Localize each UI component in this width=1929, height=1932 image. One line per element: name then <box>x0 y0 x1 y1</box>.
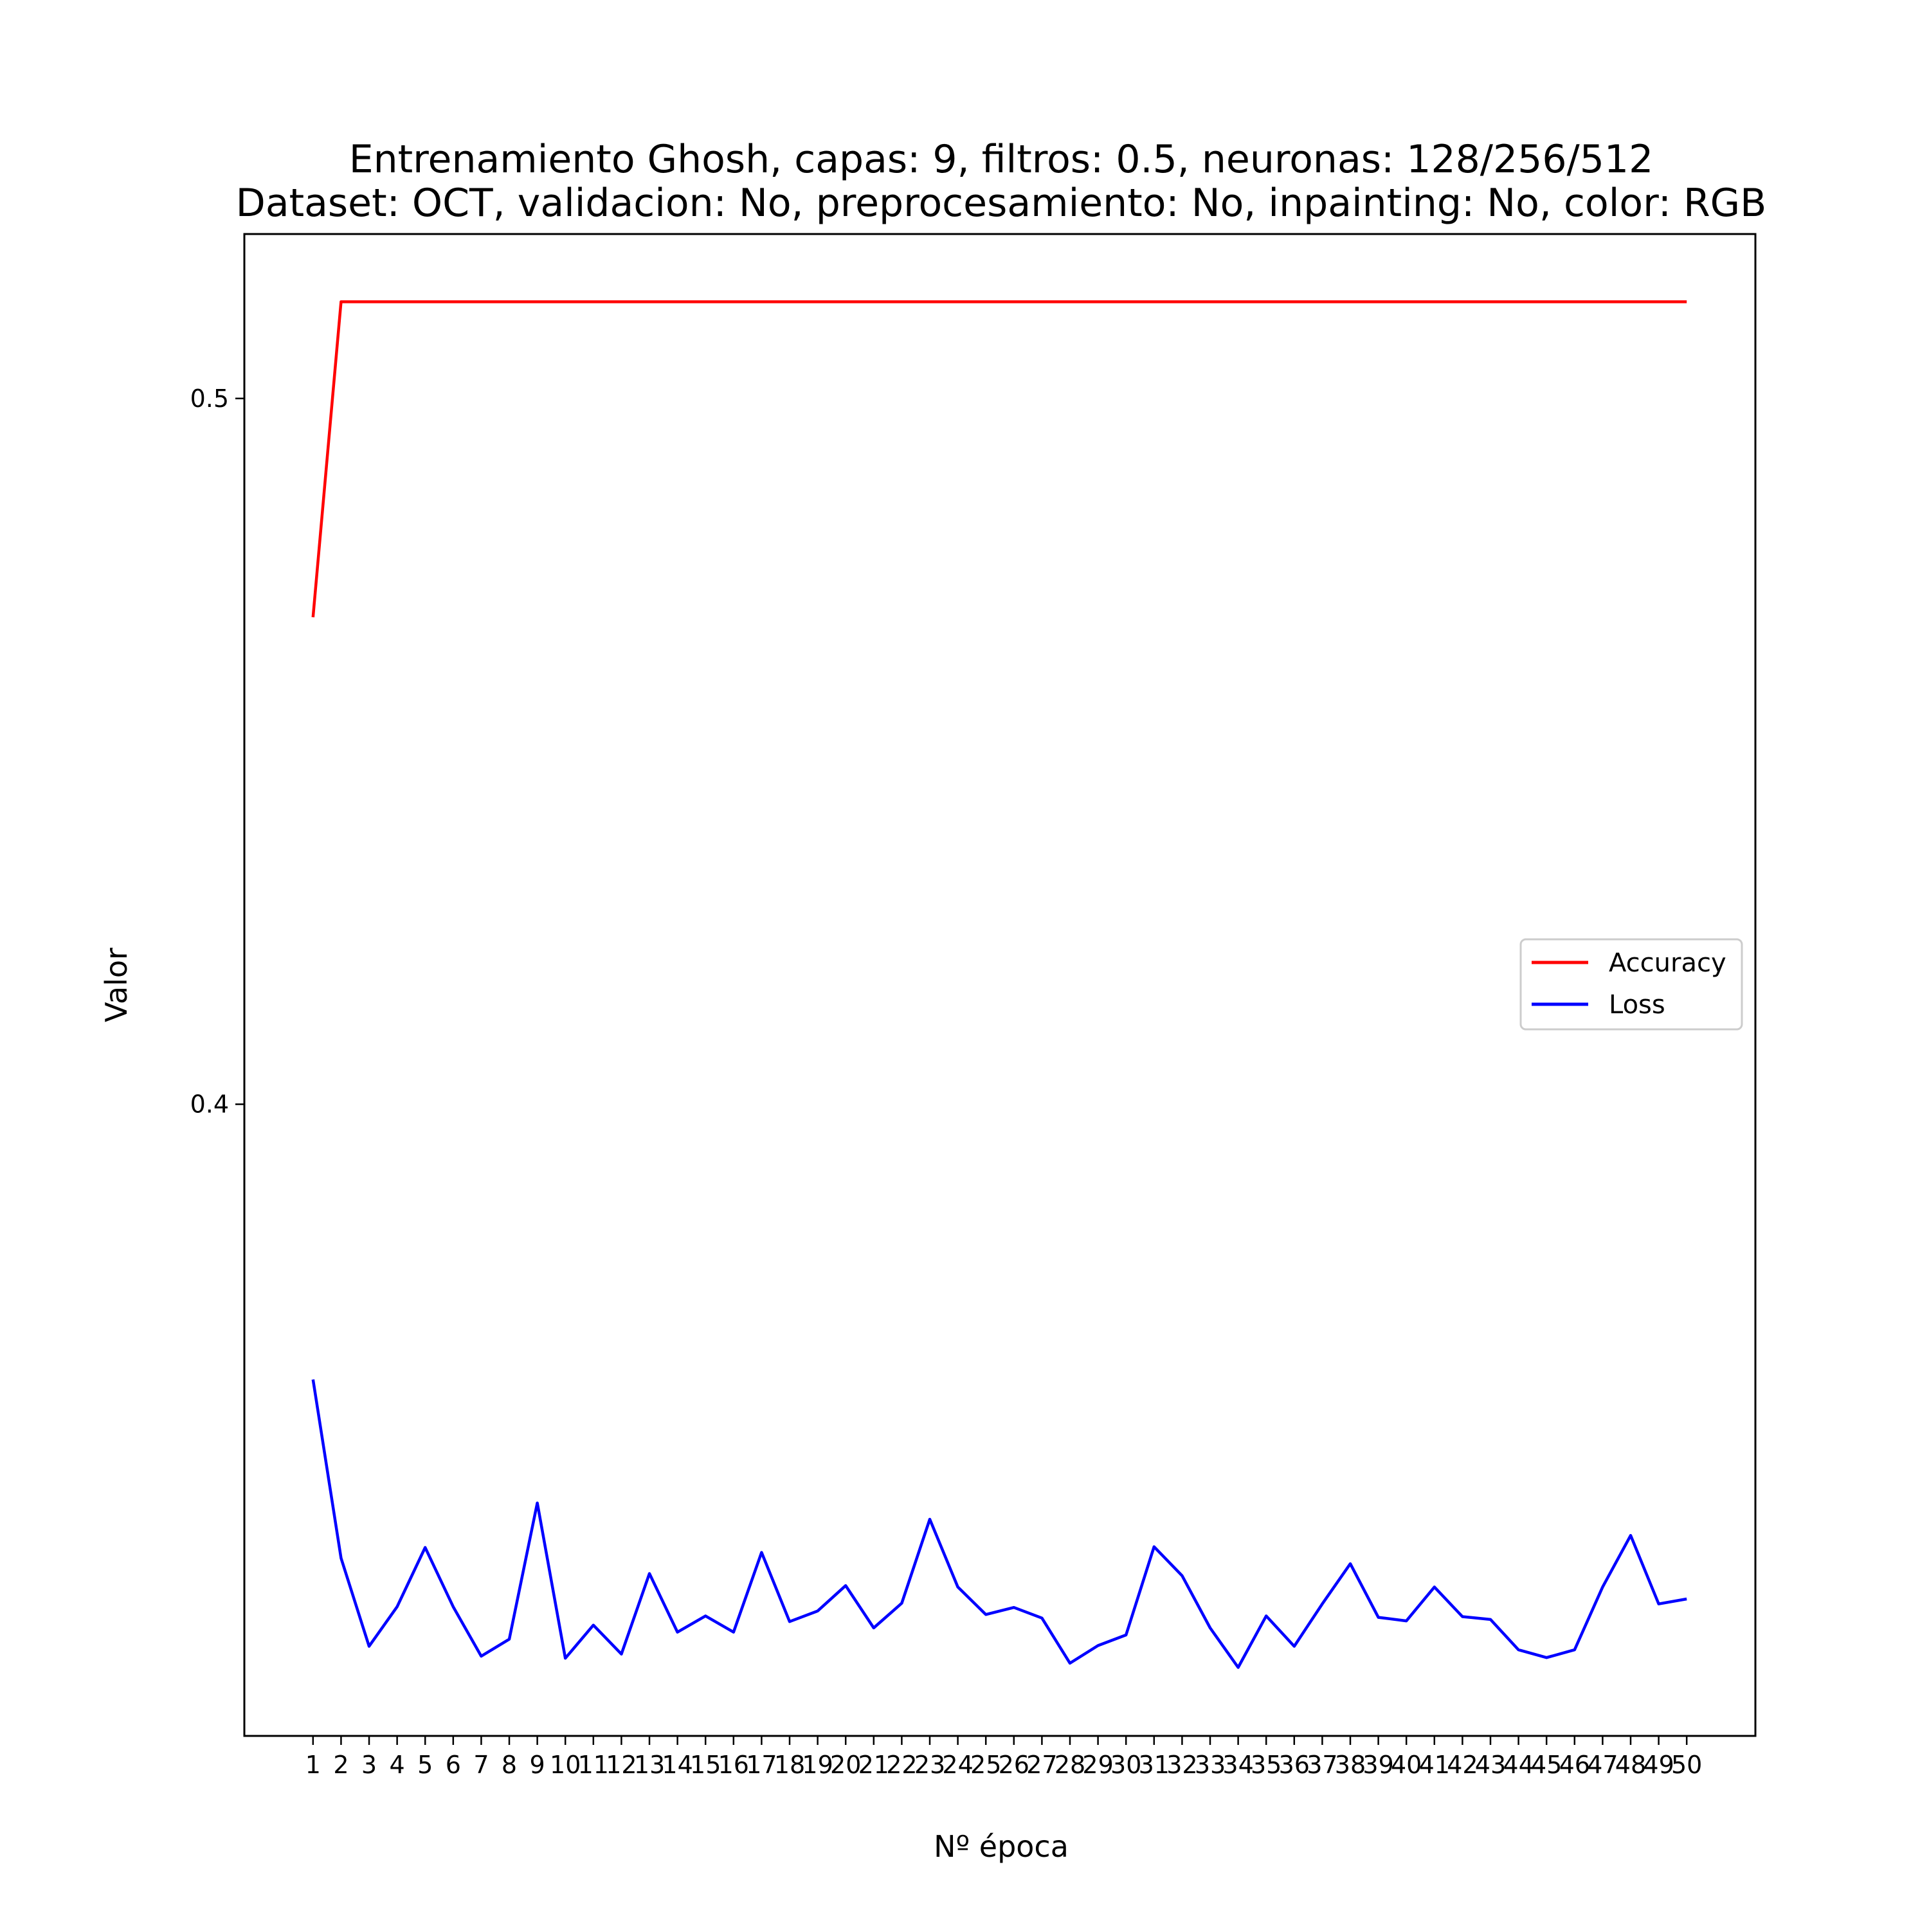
x-tick-label: 41 <box>1419 1751 1450 1779</box>
x-tick-label: 43 <box>1475 1751 1506 1779</box>
x-tick-label: 19 <box>802 1751 833 1779</box>
x-tick-label: 33 <box>1195 1751 1226 1779</box>
x-axis-label: Nº época <box>934 1829 1069 1864</box>
x-tick-label: 15 <box>690 1751 721 1779</box>
x-tick-label: 22 <box>886 1751 917 1779</box>
x-tick-label: 28 <box>1055 1751 1085 1779</box>
x-tick-label: 8 <box>502 1751 517 1779</box>
x-tick-label: 44 <box>1503 1751 1534 1779</box>
x-tick-label: 31 <box>1139 1751 1170 1779</box>
x-tick-label: 37 <box>1307 1751 1337 1779</box>
x-tick-label: 46 <box>1559 1751 1590 1779</box>
x-tick-label: 6 <box>446 1751 461 1779</box>
x-tick-label: 10 <box>550 1751 581 1779</box>
x-tick-label: 25 <box>970 1751 1001 1779</box>
x-tick-label: 45 <box>1531 1751 1562 1779</box>
x-tick-label: 39 <box>1363 1751 1393 1779</box>
x-tick-label: 7 <box>473 1751 489 1779</box>
x-tick-label: 1 <box>305 1751 321 1779</box>
x-tick-label: 13 <box>634 1751 665 1779</box>
x-tick-label: 21 <box>858 1751 889 1779</box>
x-tick-label: 49 <box>1643 1751 1674 1779</box>
series-line-loss <box>311 1379 1687 1669</box>
chart-title: Entrenamiento Ghosh, capas: 9, filtros: … <box>349 137 1654 182</box>
x-tick-label: 26 <box>999 1751 1029 1779</box>
legend: Accuracy Loss <box>1519 938 1743 1031</box>
x-tick-label: 20 <box>830 1751 861 1779</box>
y-axis-ticks: 0.4 0.5 <box>190 384 244 1119</box>
x-tick-label: 34 <box>1222 1751 1253 1779</box>
x-tick-label: 9 <box>530 1751 545 1779</box>
x-tick-label: 50 <box>1671 1751 1702 1779</box>
x-tick-label: 42 <box>1447 1751 1478 1779</box>
x-tick-label: 5 <box>417 1751 433 1779</box>
plot-area <box>311 300 1687 1669</box>
x-tick-label: 2 <box>333 1751 349 1779</box>
x-tick-label: 36 <box>1279 1751 1310 1779</box>
x-tick-label: 47 <box>1587 1751 1618 1779</box>
x-tick-label: 27 <box>1026 1751 1057 1779</box>
x-axis-ticks: 1 2 3 4 5 6 7 8 9 1011121314151617181920212223242… <box>305 1736 1702 1779</box>
chart-subtitle: Dataset: OCT, validacion: No, preprocesa… <box>236 181 1767 226</box>
x-tick-label: 18 <box>774 1751 805 1779</box>
x-tick-label: 16 <box>718 1751 749 1779</box>
x-tick-label: 24 <box>942 1751 973 1779</box>
plot-frame <box>243 233 1757 1737</box>
x-tick-label: 3 <box>361 1751 377 1779</box>
y-tick-label: 0.5 <box>190 384 229 413</box>
series-line-accuracy <box>311 300 1687 618</box>
x-tick-label: 14 <box>662 1751 693 1779</box>
x-tick-label: 40 <box>1391 1751 1422 1779</box>
x-tick-label: 35 <box>1251 1751 1281 1779</box>
legend-label-loss: Loss <box>1609 990 1665 1020</box>
x-tick-label: 38 <box>1335 1751 1366 1779</box>
x-tick-label: 48 <box>1615 1751 1646 1779</box>
x-tick-label: 29 <box>1082 1751 1113 1779</box>
x-tick-label: 32 <box>1166 1751 1197 1779</box>
x-tick-label: 30 <box>1110 1751 1141 1779</box>
legend-label-accuracy: Accuracy <box>1609 948 1726 978</box>
x-tick-label: 12 <box>606 1751 637 1779</box>
x-tick-label: 23 <box>914 1751 945 1779</box>
x-tick-label: 4 <box>390 1751 405 1779</box>
x-tick-label: 17 <box>746 1751 777 1779</box>
y-tick-label: 0.4 <box>190 1090 229 1119</box>
x-tick-label: 11 <box>578 1751 609 1779</box>
y-axis-label: Valor <box>99 948 134 1022</box>
